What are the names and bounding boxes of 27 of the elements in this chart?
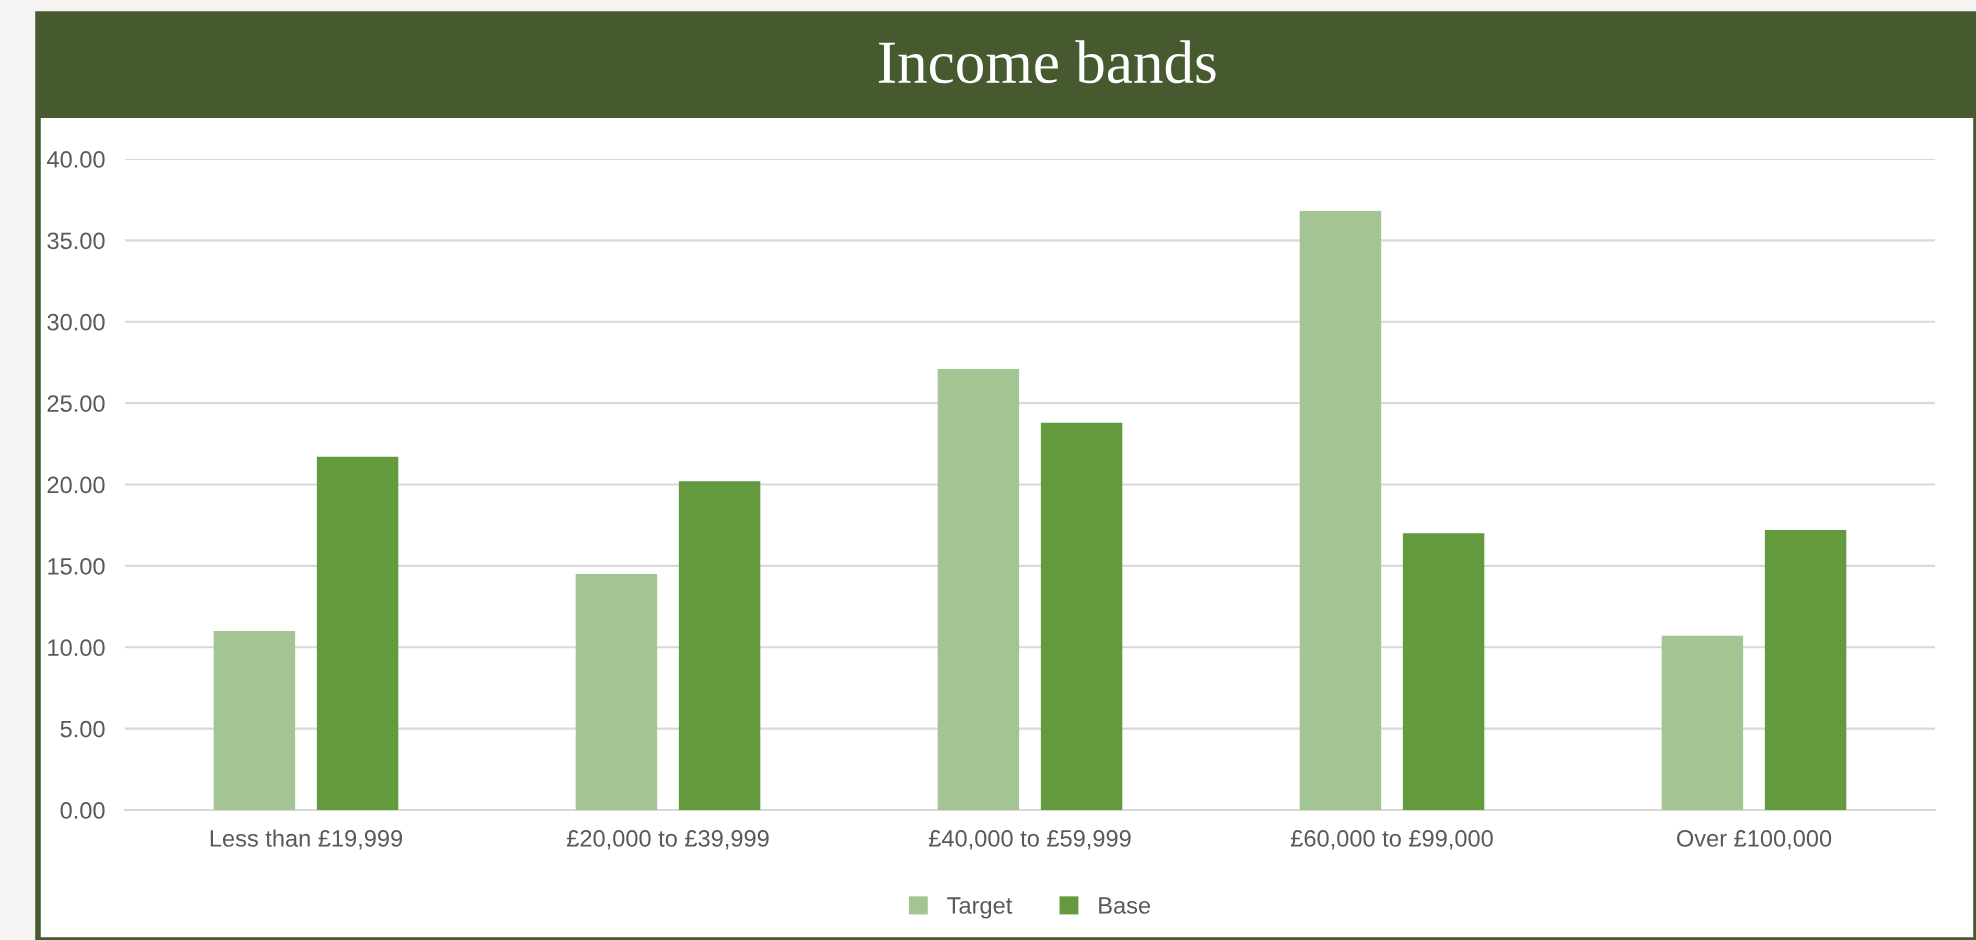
- y-tick-label: 0.00: [60, 802, 105, 819]
- bar: [937, 368, 1020, 810]
- x-tick-label: £20,000 to £39,999: [566, 830, 769, 850]
- y-tick-label: 10.00: [48, 639, 105, 657]
- y-tick-label: 15.00: [48, 557, 105, 575]
- bar: [1661, 635, 1744, 810]
- legend-label: Target: [947, 897, 1013, 919]
- x-tick-label: Less than £19,999: [210, 829, 403, 850]
- x-tick-label: £60,000 to £99,000: [1290, 830, 1493, 850]
- bar: [1040, 422, 1123, 810]
- y-tick-label: 20.00: [47, 476, 105, 494]
- bar: [1764, 530, 1847, 810]
- bar: [1299, 211, 1382, 810]
- y-tick-label: 35.00: [47, 232, 105, 250]
- x-tick-label: £40,000 to £59,999: [928, 830, 1131, 850]
- y-tick-label: 25.00: [47, 395, 105, 412]
- bar: [213, 630, 296, 810]
- y-tick-label: 5.00: [60, 720, 105, 738]
- bar: [1402, 533, 1485, 810]
- bar: [575, 574, 658, 810]
- y-tick-label: 30.00: [47, 313, 105, 331]
- legend-label: Base: [1099, 897, 1151, 914]
- y-tick-label: 40.00: [47, 151, 105, 168]
- bar: [678, 481, 761, 810]
- x-tick-label: Over £100,000: [1677, 830, 1832, 850]
- bar: [316, 456, 399, 810]
- chart-title: Income bands: [878, 40, 1216, 84]
